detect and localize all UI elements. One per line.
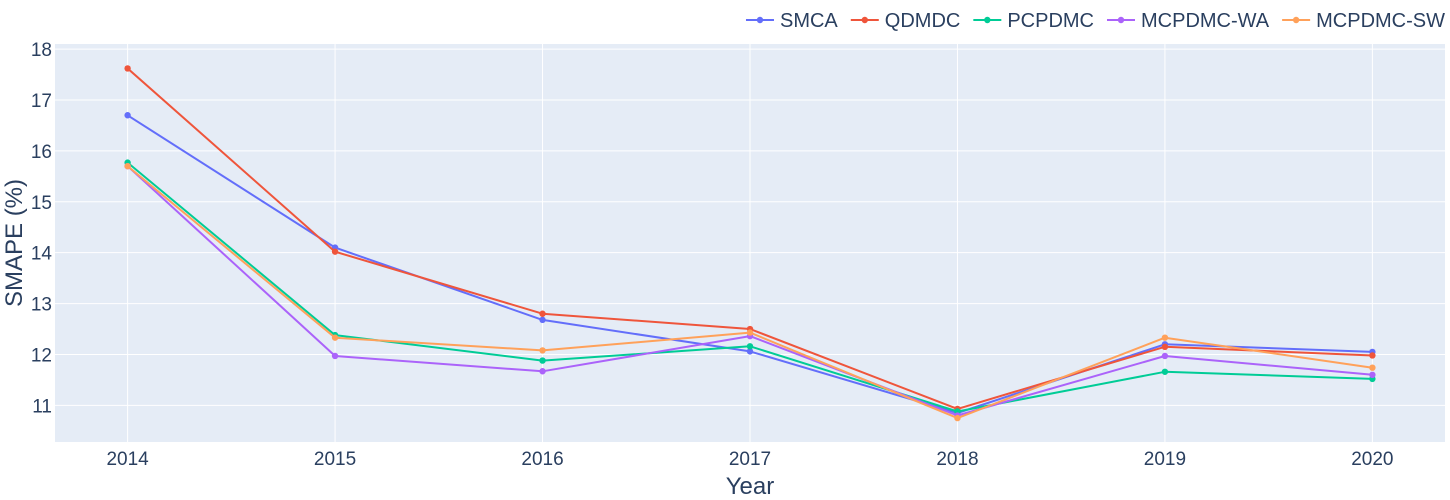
data-point[interactable] [1369,371,1376,379]
data-point[interactable] [954,414,961,422]
y-tick-label: 13 [31,295,52,316]
data-point[interactable] [1161,352,1169,360]
legend-label: MCPDMC-SW [1316,10,1445,32]
legend-item[interactable]: PCPDMC [973,10,1094,32]
y-tick-label: 12 [31,345,52,366]
data-point[interactable] [539,316,546,324]
legend-label: MCPDMC-WA [1141,10,1270,32]
legend-item[interactable]: MCPDMC-WA [1107,10,1270,32]
legend-label: SMCA [780,10,838,32]
data-point[interactable] [539,368,546,375]
legend-item[interactable]: SMCA [745,10,838,32]
x-tick-label: 2018 [936,449,978,470]
data-point[interactable] [539,357,546,364]
data-point[interactable] [539,347,546,354]
y-axis: 11 12 13 14 15 16 17 18 [31,40,53,417]
legend-marker [1117,16,1125,24]
y-tick-label: 15 [31,193,52,214]
data-point[interactable] [539,310,546,317]
data-point[interactable] [331,352,339,360]
x-tick-label: 2014 [106,449,149,470]
data-point[interactable] [1369,352,1376,359]
data-point[interactable] [124,112,131,119]
y-axis-title: SMAPE (%) [1,179,28,307]
data-point[interactable] [746,329,754,336]
data-point[interactable] [124,162,131,170]
x-tick-label: 2016 [521,449,563,470]
x-tick-label: 2019 [1144,449,1186,470]
legend-item[interactable]: MCPDMC-SW [1282,10,1445,32]
legend-marker [756,16,764,24]
series-layer [124,65,1376,422]
x-tick-label: 2017 [729,449,771,470]
x-tick-label: 2020 [1351,449,1393,470]
data-point[interactable] [1161,343,1169,351]
y-tick-label: 11 [32,396,52,417]
legend-marker [1292,16,1300,24]
data-point[interactable] [1369,364,1376,371]
x-axis-title: Year [726,473,775,500]
legend-label: PCPDMC [1007,10,1094,32]
data-point[interactable] [1161,368,1169,375]
data-point[interactable] [746,348,754,355]
legend-marker [984,16,991,24]
x-axis: 2014 2015 2016 2017 2018 2019 2020 [106,449,1393,470]
x-tick-label: 2015 [314,449,356,470]
series-mcpdmc-sw [124,162,1376,422]
legend: SMCA QDMDC PCPDMC MCPDMC-WA MCPDMC-SW [745,10,1445,32]
data-point[interactable] [124,65,131,72]
data-point[interactable] [1161,334,1169,341]
legend-item[interactable]: QDMDC [850,10,961,32]
y-tick-label: 18 [31,40,52,61]
y-tick-label: 16 [31,142,52,163]
legend-marker [861,16,868,24]
y-tick-label: 14 [31,244,53,265]
data-point[interactable] [331,334,339,341]
data-point[interactable] [331,248,339,255]
y-tick-label: 17 [31,91,52,112]
data-point[interactable] [746,343,754,350]
legend-label: QDMDC [885,10,961,32]
